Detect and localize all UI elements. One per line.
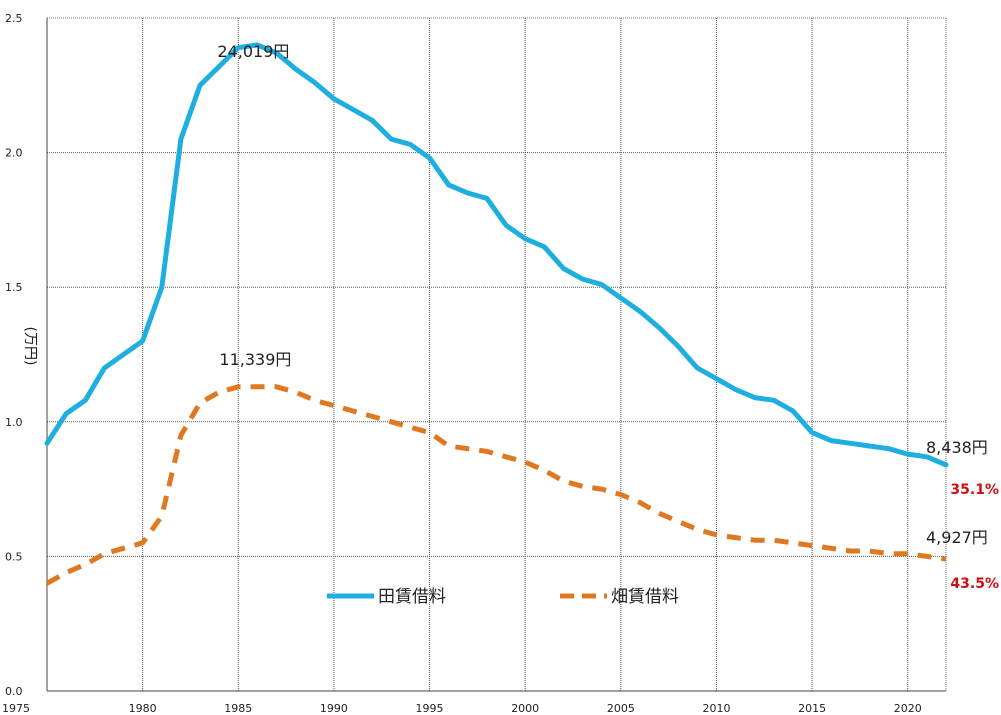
x-tick-label: 2005 <box>607 702 635 715</box>
y-tick-label: 2.0 <box>5 147 23 160</box>
x-tick-label: 1990 <box>320 702 348 715</box>
x-tick-label: 2010 <box>702 702 730 715</box>
y-tick-label: 1.0 <box>5 416 23 429</box>
y-tick-label: 2.5 <box>5 12 23 25</box>
x-tick-label: 2020 <box>894 702 922 715</box>
x-tick-label: 1975 <box>2 702 30 715</box>
series-line-1 <box>44 42 949 468</box>
legend-label: 畑賃借料 <box>611 587 679 607</box>
legend: 田賃借料 畑賃借料 <box>327 587 679 607</box>
value-annotation: 11,339円 <box>219 350 291 369</box>
grid <box>47 17 946 691</box>
value-annotation: 8,438円 <box>926 438 988 457</box>
legend-label: 田賃借料 <box>378 587 446 607</box>
x-tick-label: 1985 <box>224 702 252 715</box>
x-tick-label: 1995 <box>416 702 444 715</box>
series-layer <box>44 42 949 586</box>
series-line-2 <box>45 384 947 586</box>
y-tick-label: 0.5 <box>5 550 23 563</box>
y-tick-label: 0.0 <box>5 685 23 698</box>
x-tick-label: 2000 <box>511 702 539 715</box>
percent-label: 35.1% <box>950 482 999 498</box>
y-tick-label: 1.5 <box>5 281 23 294</box>
value-annotation: 4,927円 <box>926 528 988 547</box>
percent-label: 43.5% <box>950 576 999 592</box>
value-annotation: 24,019円 <box>217 42 289 61</box>
annotations: 24,019円 11,339円 8,438円 4,927円 35.1% 43.5% <box>217 42 999 592</box>
axes: 0.0 0.5 1.0 1.5 2.0 2.5 1975 1980 1985 1990 1995 20… <box>2 12 947 715</box>
x-tick-label: 2015 <box>798 702 826 715</box>
y-axis-label: (万円) <box>22 327 38 366</box>
x-tick-label: 1980 <box>129 702 157 715</box>
